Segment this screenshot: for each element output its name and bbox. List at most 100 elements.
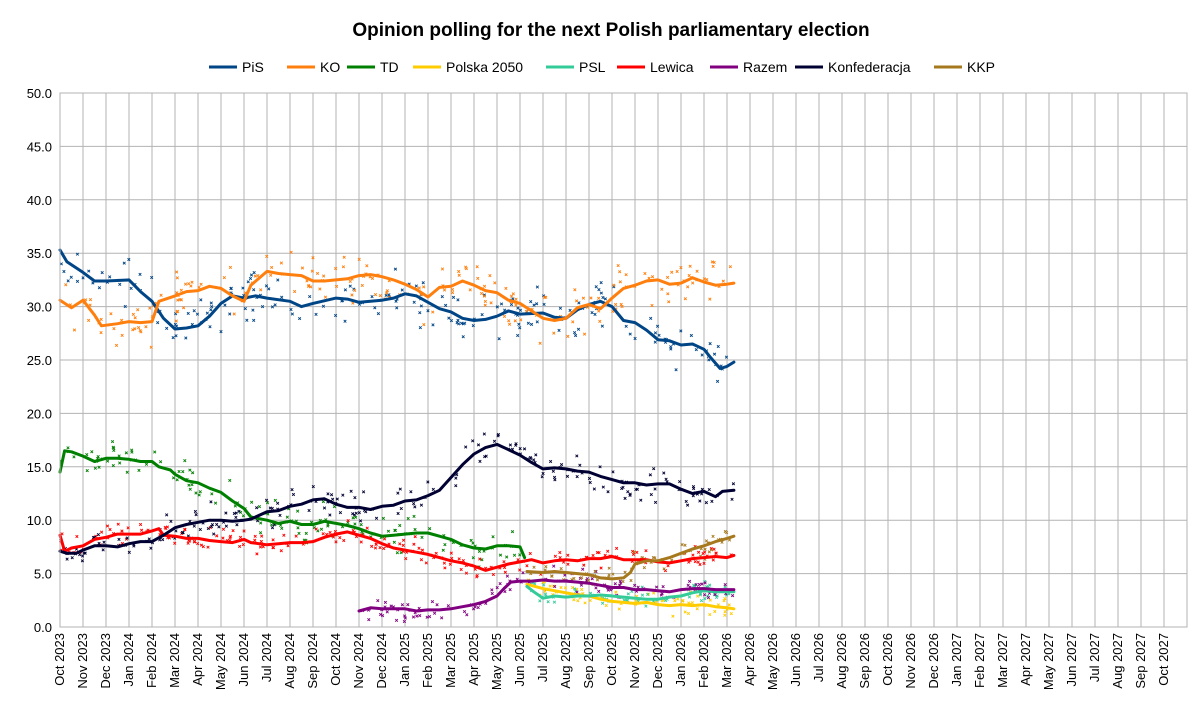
poll-marker bbox=[417, 546, 421, 550]
poll-marker bbox=[278, 513, 282, 518]
poll-marker bbox=[477, 549, 482, 553]
poll-marker bbox=[607, 573, 611, 577]
poll-marker bbox=[703, 547, 707, 551]
poll-marker bbox=[691, 553, 695, 557]
poll-marker bbox=[424, 561, 428, 565]
poll-marker bbox=[443, 566, 447, 570]
poll-marker bbox=[451, 295, 456, 299]
poll-marker bbox=[102, 540, 106, 544]
poll-marker bbox=[721, 279, 725, 283]
poll-marker bbox=[553, 584, 557, 589]
poll-marker bbox=[517, 322, 521, 326]
x-tick-label: Apr 2027 bbox=[1018, 633, 1033, 686]
poll-marker bbox=[322, 506, 327, 510]
poll-marker bbox=[570, 585, 575, 590]
poll-marker bbox=[382, 546, 386, 551]
poll-marker bbox=[513, 319, 517, 323]
poll-marker bbox=[191, 471, 195, 475]
poll-marker bbox=[535, 320, 539, 324]
poll-marker bbox=[224, 524, 229, 528]
poll-marker bbox=[150, 275, 154, 280]
poll-marker bbox=[723, 610, 727, 614]
poll-marker bbox=[120, 318, 124, 322]
poll-marker bbox=[617, 607, 621, 611]
poll-marker bbox=[174, 334, 178, 338]
poll-marker bbox=[692, 584, 696, 588]
poll-marker bbox=[99, 530, 104, 534]
poll-marker bbox=[592, 487, 596, 491]
poll-marker bbox=[228, 536, 232, 540]
y-tick-label: 25.0 bbox=[27, 353, 52, 368]
poll-marker bbox=[694, 348, 698, 352]
poll-marker bbox=[422, 285, 426, 289]
series-line-ko bbox=[58, 269, 736, 328]
poll-marker bbox=[552, 600, 557, 604]
poll-marker bbox=[665, 275, 670, 280]
poll-marker bbox=[612, 283, 616, 287]
poll-marker bbox=[443, 543, 447, 547]
poll-marker bbox=[382, 537, 387, 541]
poll-marker bbox=[276, 501, 280, 505]
poll-marker bbox=[413, 535, 417, 539]
poll-marker bbox=[483, 299, 488, 304]
poll-marker bbox=[422, 322, 426, 327]
poll-marker bbox=[286, 544, 290, 548]
poll-marker bbox=[354, 515, 358, 519]
poll-marker bbox=[599, 566, 603, 570]
poll-marker bbox=[126, 526, 130, 530]
poll-marker bbox=[176, 298, 180, 302]
poll-marker bbox=[122, 261, 126, 265]
poll-marker bbox=[270, 526, 275, 530]
poll-marker bbox=[603, 297, 608, 301]
poll-marker bbox=[242, 529, 246, 533]
poll-marker bbox=[334, 266, 338, 271]
poll-marker bbox=[175, 310, 179, 314]
x-tick-label: Feb 2025 bbox=[420, 633, 435, 688]
poll-marker bbox=[268, 506, 272, 510]
poll-marker bbox=[431, 323, 435, 327]
poll-marker bbox=[473, 605, 477, 609]
poll-marker bbox=[221, 536, 225, 540]
x-tick-label: Dec 2023 bbox=[98, 633, 113, 689]
poll-marker bbox=[353, 522, 357, 526]
poll-marker bbox=[497, 337, 501, 341]
trend-lines bbox=[58, 248, 736, 613]
series-line-razem bbox=[357, 578, 736, 613]
poll-marker bbox=[97, 286, 102, 290]
poll-marker bbox=[188, 468, 192, 472]
poll-marker bbox=[652, 591, 656, 595]
poll-marker bbox=[691, 281, 695, 285]
poll-marker bbox=[175, 270, 179, 274]
poll-marker bbox=[241, 514, 246, 518]
poll-marker bbox=[476, 276, 480, 281]
series-line-td bbox=[58, 449, 527, 560]
poll-marker bbox=[495, 586, 499, 590]
poll-marker bbox=[442, 561, 446, 565]
poll-marker bbox=[597, 287, 601, 292]
poll-marker bbox=[711, 534, 715, 539]
poll-marker bbox=[532, 458, 536, 462]
poll-marker bbox=[594, 569, 598, 574]
poll-marker bbox=[96, 455, 100, 459]
poll-marker bbox=[573, 587, 577, 591]
poll-marker bbox=[352, 513, 357, 517]
poll-marker bbox=[87, 269, 91, 273]
poll-marker bbox=[635, 550, 639, 554]
poll-marker bbox=[260, 305, 265, 309]
poll-marker bbox=[686, 285, 690, 289]
poll-marker bbox=[374, 542, 378, 547]
poll-marker bbox=[446, 604, 450, 608]
poll-marker bbox=[687, 579, 692, 583]
poll-marker bbox=[499, 302, 504, 306]
poll-marker bbox=[238, 544, 242, 549]
poll-marker bbox=[712, 547, 716, 551]
poll-marker bbox=[715, 379, 720, 384]
poll-marker bbox=[136, 308, 140, 312]
x-tick-label: Nov 2024 bbox=[351, 633, 366, 689]
poll-marker bbox=[133, 327, 137, 331]
poll-marker bbox=[471, 556, 475, 560]
y-tick-label: 30.0 bbox=[27, 300, 52, 315]
x-tick-label: Jan 2026 bbox=[673, 633, 688, 687]
plot-area-border bbox=[59, 92, 1188, 628]
poll-marker bbox=[125, 536, 129, 540]
